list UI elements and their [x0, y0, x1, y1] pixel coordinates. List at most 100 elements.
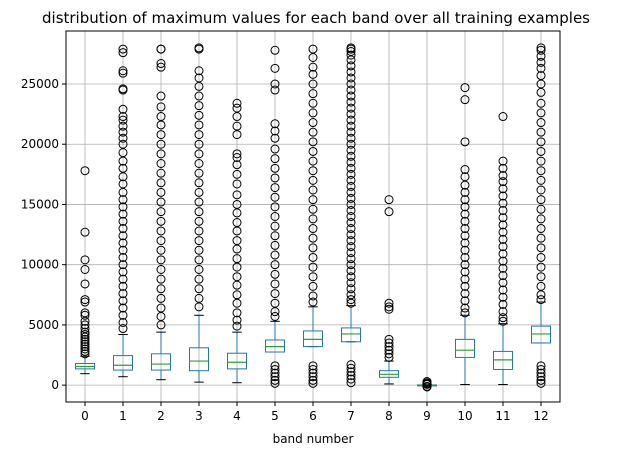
flier-point: [270, 279, 280, 289]
flier-point: [460, 260, 470, 270]
flier-point: [194, 159, 204, 168]
flier-point: [270, 378, 280, 388]
flier-point: [118, 195, 128, 205]
box-iqr: [227, 352, 247, 370]
flier-point: [460, 308, 470, 318]
flier-point: [156, 293, 166, 303]
flier-point: [118, 216, 128, 226]
flier-point: [270, 212, 280, 221]
flier-point: [346, 181, 356, 191]
flier-point: [80, 166, 90, 176]
flier-point: [194, 216, 204, 226]
flier-point: [232, 298, 242, 308]
flier-point: [536, 51, 546, 61]
flier-point: [460, 137, 470, 147]
flier-point: [460, 289, 470, 299]
flier-point: [270, 361, 280, 371]
flier-point: [346, 145, 356, 155]
flier-point: [384, 334, 394, 344]
flier-point: [498, 184, 508, 194]
flier-point: [270, 260, 280, 270]
x-tick-label: 5: [271, 409, 279, 423]
flier-point: [384, 345, 394, 355]
flier-point: [232, 280, 242, 290]
flier-point: [536, 290, 546, 300]
flier-point: [270, 269, 280, 279]
flier-point: [346, 242, 356, 252]
flier-point: [80, 342, 90, 352]
flier-point: [80, 320, 90, 330]
flier-point: [156, 236, 166, 246]
flier-point: [118, 252, 128, 262]
flier-point: [232, 152, 242, 162]
flier-point: [346, 363, 356, 373]
flier-point: [80, 339, 90, 349]
flier-point: [460, 180, 470, 190]
flier-point: [384, 302, 394, 312]
flier-point: [232, 179, 242, 189]
flier-point: [498, 213, 508, 223]
flier-point: [270, 221, 280, 231]
flier-point: [156, 159, 166, 168]
flier-point: [270, 79, 280, 89]
flier-point: [346, 248, 356, 258]
flier-point: [498, 234, 508, 244]
flier-point: [80, 330, 90, 340]
flier-point: [118, 310, 128, 320]
flier-point: [384, 207, 394, 217]
flier-point: [384, 304, 394, 314]
flier-point: [118, 133, 128, 143]
flier-point: [346, 284, 356, 294]
flier-point: [194, 236, 204, 246]
flier-point: [460, 245, 470, 255]
flier-point: [536, 87, 546, 97]
flier-point: [308, 224, 318, 234]
flier-point: [460, 202, 470, 212]
flier-point: [308, 69, 318, 79]
flier-point: [536, 378, 546, 388]
flier-point: [156, 255, 166, 265]
flier-point: [498, 256, 508, 266]
flier-point: [346, 212, 356, 221]
flier-point: [194, 302, 204, 312]
flier-point: [346, 218, 356, 228]
box-group-band-6: [303, 44, 323, 388]
flier-point: [194, 255, 204, 265]
flier-point: [232, 321, 242, 331]
flier-point: [156, 207, 166, 217]
flier-point: [80, 255, 90, 265]
flier-point: [346, 224, 356, 234]
flier-point: [308, 156, 318, 166]
box-group-band-7: [341, 43, 361, 388]
y-tick-label: 15000: [21, 197, 59, 211]
flier-point: [80, 227, 90, 237]
flier-point: [346, 205, 356, 215]
flier-point: [270, 163, 280, 173]
flier-point: [460, 281, 470, 291]
flier-point: [536, 166, 546, 176]
flier-point: [346, 230, 356, 240]
flier-point: [308, 204, 318, 214]
flier-point: [270, 126, 280, 136]
flier-point: [194, 226, 204, 236]
flier-point: [346, 157, 356, 167]
flier-point: [346, 236, 356, 246]
flier-point: [498, 177, 508, 187]
flier-point: [536, 361, 546, 371]
flier-point: [194, 207, 204, 217]
box-iqr: [531, 325, 551, 344]
flier-point: [384, 298, 394, 308]
flier-point: [118, 156, 128, 166]
flier-point: [194, 81, 204, 91]
flier-point: [346, 91, 356, 101]
flier-point: [270, 372, 280, 382]
flier-point: [308, 361, 318, 371]
flier-point: [460, 231, 470, 241]
flier-point: [346, 139, 356, 149]
y-tick-label: 10000: [21, 258, 59, 272]
flier-point: [346, 121, 356, 131]
flier-point: [308, 214, 318, 224]
flier-point: [308, 291, 318, 301]
flier-point: [194, 187, 204, 197]
flier-point: [156, 168, 166, 178]
